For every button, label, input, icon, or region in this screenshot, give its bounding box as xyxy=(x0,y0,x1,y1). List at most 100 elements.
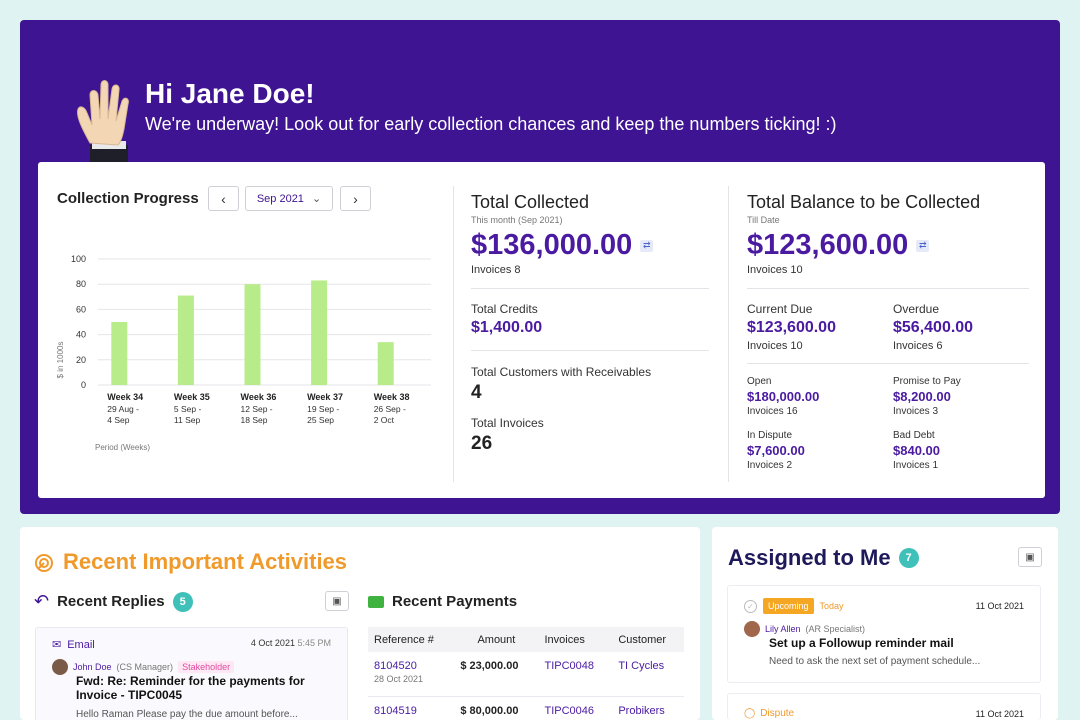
month-select[interactable]: Sep 2021 ⌄ xyxy=(245,186,333,211)
invoices-count: 10 xyxy=(790,340,803,352)
chevron-right-icon: › xyxy=(353,190,358,207)
payment-date: 28 Oct 2021 xyxy=(374,674,424,684)
recent-replies-title: Recent Replies xyxy=(57,593,165,610)
payment-customer-link[interactable]: Probikers xyxy=(612,696,684,720)
divider xyxy=(471,350,709,351)
payment-amount: $ 23,000.00 xyxy=(454,652,539,697)
next-month-button[interactable]: › xyxy=(340,186,371,211)
open-value: $180,000.00 xyxy=(747,389,820,404)
open-block: Open $180,000.00 Invoices 16 xyxy=(747,376,893,417)
reply-channel-label: Email xyxy=(67,638,95,651)
x-tick-sublabel: 4 Sep xyxy=(107,415,129,425)
replies-inbox-button[interactable]: ▣ xyxy=(325,591,349,611)
chevron-down-icon: ⌄ xyxy=(311,193,322,205)
assignee-role: (AR Specialist) xyxy=(805,624,866,634)
task-card[interactable]: ◯ Dispute 11 Oct 2021 xyxy=(727,693,1041,720)
payment-ref-link[interactable]: 8104520 xyxy=(374,660,417,672)
promise-to-pay-label: Promise to Pay xyxy=(893,376,961,387)
replies-count-badge: 5 xyxy=(172,591,193,612)
payments-table: Reference # Amount Invoices Customer 810… xyxy=(368,627,684,720)
total-credits-label: Total Credits xyxy=(471,302,538,316)
divider xyxy=(471,288,709,289)
total-collected-title: Total Collected xyxy=(471,192,590,212)
assigned-inbox-button[interactable]: ▣ xyxy=(1018,547,1042,567)
bad-debt-invoices: Invoices 1 xyxy=(893,460,940,471)
x-tick-label: Week 35 xyxy=(174,392,210,402)
total-collected-section: Total Collected This month (Sep 2021) $1… xyxy=(471,162,709,455)
invoices-label: Invoices xyxy=(893,340,934,352)
y-tick-label: 0 xyxy=(81,380,86,390)
task-desc: Need to ask the next set of payment sche… xyxy=(769,656,981,667)
invoices-label: Invoices xyxy=(747,406,784,417)
prev-month-button[interactable]: ‹ xyxy=(208,186,239,211)
swap-icon[interactable]: ⇄ xyxy=(640,239,654,252)
payment-invoice-link[interactable]: TIPC0048 xyxy=(538,652,613,697)
column-header[interactable]: Amount xyxy=(454,627,539,652)
due-row: Current Due $123,600.00 Invoices 10 Over… xyxy=(747,302,1029,352)
column-header[interactable]: Customer xyxy=(612,627,684,652)
table-row[interactable]: 8104519 $ 80,000.00 TIPC0046 Probikers xyxy=(368,696,684,720)
in-dispute-value: $7,600.00 xyxy=(747,443,805,458)
in-dispute-invoices: Invoices 2 xyxy=(747,460,893,471)
y-tick-label: 40 xyxy=(76,330,86,340)
x-tick-sublabel: 26 Sep - xyxy=(374,404,406,414)
inbox-icon: ▣ xyxy=(332,595,342,607)
summary-card: Collection Progress ‹ Sep 2021 ⌄ › 100 80… xyxy=(38,162,1045,498)
balance-amount: $123,600.00 ⇄ xyxy=(747,229,1029,262)
balance-invoices: Invoices 10 xyxy=(747,264,1029,276)
reply-channel: ✉ Email xyxy=(52,638,95,652)
bar xyxy=(111,322,128,385)
current-due-value: $123,600.00 xyxy=(747,319,836,336)
total-customers-value: 4 xyxy=(471,382,482,403)
invoices-count: 6 xyxy=(936,340,943,352)
assigned-count-badge: 7 xyxy=(898,548,919,568)
invoices-count: 8 xyxy=(514,264,521,276)
x-tick-label: Week 36 xyxy=(241,392,277,402)
column-header[interactable]: Invoices xyxy=(538,627,613,652)
x-tick-sublabel: 19 Sep - xyxy=(307,404,339,414)
payment-ref-cell: 8104519 xyxy=(368,696,455,720)
invoices-label: Invoices xyxy=(747,264,788,276)
payment-card-icon xyxy=(368,595,384,608)
task-card[interactable]: ✓ Upcoming Today 11 Oct 2021 Lily Allen … xyxy=(727,585,1041,683)
reply-author-name: John Doe xyxy=(73,662,112,672)
y-tick-label: 20 xyxy=(76,355,86,365)
x-tick-sublabel: 2 Oct xyxy=(374,415,395,425)
total-customers-label: Total Customers with Receivables xyxy=(471,365,652,379)
table-header-row: Reference # Amount Invoices Customer xyxy=(368,627,684,652)
promise-to-pay-invoices: Invoices 3 xyxy=(893,406,961,417)
recent-activities-title: Recent Important Activities xyxy=(63,549,348,574)
collection-progress-chart: 100 80 60 40 20 0 $ in 1000s Week 34 29 Aug -4 S… xyxy=(56,254,431,452)
x-tick-sublabel: 29 Aug - xyxy=(107,404,139,414)
reply-time: 5:45 PM xyxy=(297,638,331,648)
invoices-label: Invoices xyxy=(893,406,930,417)
divider xyxy=(747,363,1029,364)
divider xyxy=(728,186,729,482)
payment-customer-link[interactable]: TI Cycles xyxy=(612,652,684,697)
recent-activities-panel: Recent Important Activities ↶ Recent Rep… xyxy=(20,527,700,720)
reply-card[interactable]: ✉ Email 4 Oct 2021 5:45 PM John Doe (CS … xyxy=(35,627,348,720)
payment-invoice-link[interactable]: TIPC0046 xyxy=(538,696,613,720)
invoices-count: 10 xyxy=(790,264,803,276)
x-tick-sublabel: 25 Sep xyxy=(307,415,334,425)
assigned-title: Assigned to Me xyxy=(728,545,891,570)
payment-ref-link[interactable]: 8104519 xyxy=(374,704,417,717)
x-tick-label: Week 37 xyxy=(307,392,343,402)
overdue-label: Overdue xyxy=(893,302,940,316)
x-tick-label: Week 38 xyxy=(374,392,410,402)
bar xyxy=(177,295,194,385)
bad-debt-label: Bad Debt xyxy=(893,430,935,441)
total-invoices-value: 26 xyxy=(471,433,493,454)
invoices-label: Invoices xyxy=(747,460,784,471)
recent-replies-header: ↶ Recent Replies 5 xyxy=(34,591,193,612)
column-header[interactable]: Reference # xyxy=(368,627,455,652)
swap-icon[interactable]: ⇄ xyxy=(916,239,930,252)
overdue-block: Overdue $56,400.00 Invoices 6 xyxy=(893,302,973,352)
current-due-label: Current Due xyxy=(747,302,813,316)
avatar xyxy=(52,659,68,675)
reply-author-role: (CS Manager) xyxy=(116,662,174,672)
overdue-invoices: Invoices 6 xyxy=(893,340,973,352)
invoices-count: 2 xyxy=(786,460,793,471)
check-circle-icon[interactable]: ✓ xyxy=(744,599,757,613)
table-row[interactable]: 8104520 28 Oct 2021 $ 23,000.00 TIPC0048… xyxy=(368,652,684,697)
